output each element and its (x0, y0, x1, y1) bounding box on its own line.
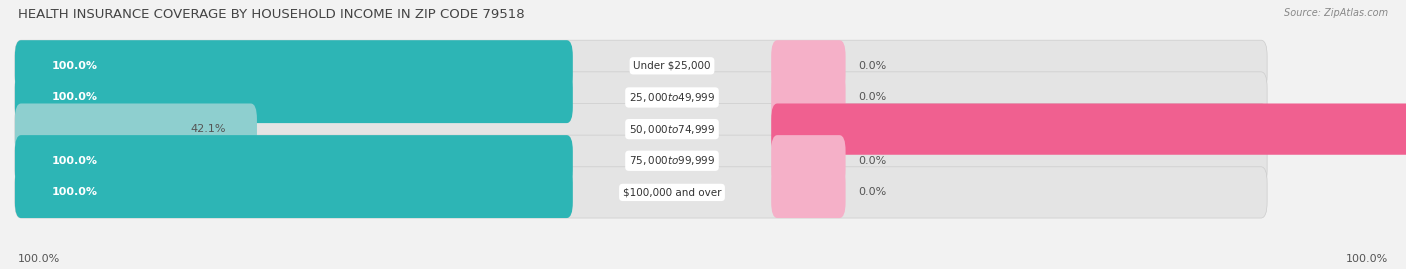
FancyBboxPatch shape (15, 135, 572, 186)
Text: $75,000 to $99,999: $75,000 to $99,999 (628, 154, 716, 167)
FancyBboxPatch shape (15, 40, 572, 91)
FancyBboxPatch shape (772, 72, 845, 123)
Text: 42.1%: 42.1% (190, 124, 226, 134)
FancyBboxPatch shape (15, 135, 1267, 186)
Text: $25,000 to $49,999: $25,000 to $49,999 (628, 91, 716, 104)
FancyBboxPatch shape (772, 40, 845, 91)
Text: Source: ZipAtlas.com: Source: ZipAtlas.com (1284, 8, 1388, 18)
Text: 100.0%: 100.0% (52, 61, 98, 71)
FancyBboxPatch shape (15, 104, 1267, 155)
Text: $50,000 to $74,999: $50,000 to $74,999 (628, 123, 716, 136)
FancyBboxPatch shape (15, 167, 1267, 218)
Text: 100.0%: 100.0% (18, 254, 60, 264)
Text: 100.0%: 100.0% (1346, 254, 1388, 264)
Text: 0.0%: 0.0% (858, 93, 886, 102)
FancyBboxPatch shape (15, 72, 572, 123)
Text: $100,000 and over: $100,000 and over (623, 187, 721, 197)
FancyBboxPatch shape (772, 135, 845, 186)
Text: 0.0%: 0.0% (858, 156, 886, 166)
Text: 0.0%: 0.0% (858, 61, 886, 71)
FancyBboxPatch shape (772, 104, 1406, 155)
FancyBboxPatch shape (15, 72, 1267, 123)
Text: Under $25,000: Under $25,000 (633, 61, 711, 71)
Text: 100.0%: 100.0% (52, 93, 98, 102)
FancyBboxPatch shape (15, 40, 1267, 91)
FancyBboxPatch shape (15, 167, 572, 218)
FancyBboxPatch shape (15, 104, 257, 155)
Text: 0.0%: 0.0% (858, 187, 886, 197)
FancyBboxPatch shape (772, 167, 845, 218)
Text: HEALTH INSURANCE COVERAGE BY HOUSEHOLD INCOME IN ZIP CODE 79518: HEALTH INSURANCE COVERAGE BY HOUSEHOLD I… (18, 8, 524, 21)
Text: 100.0%: 100.0% (52, 156, 98, 166)
Text: 100.0%: 100.0% (52, 187, 98, 197)
